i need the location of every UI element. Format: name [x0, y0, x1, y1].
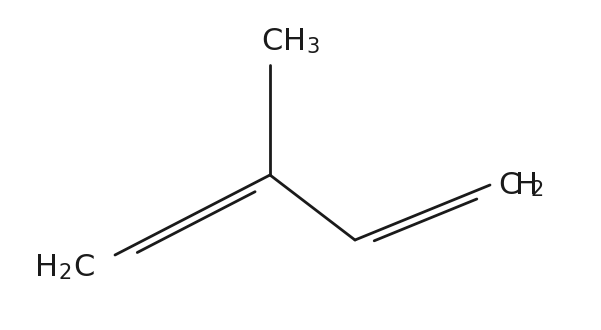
Text: H: H — [283, 27, 306, 56]
Text: 2: 2 — [531, 180, 545, 200]
Text: C: C — [261, 27, 283, 56]
Text: C: C — [498, 171, 519, 200]
Text: H: H — [35, 253, 58, 282]
Text: 2: 2 — [58, 263, 72, 283]
Text: 3: 3 — [306, 37, 319, 57]
Text: C: C — [73, 253, 95, 282]
Text: H: H — [514, 171, 537, 200]
